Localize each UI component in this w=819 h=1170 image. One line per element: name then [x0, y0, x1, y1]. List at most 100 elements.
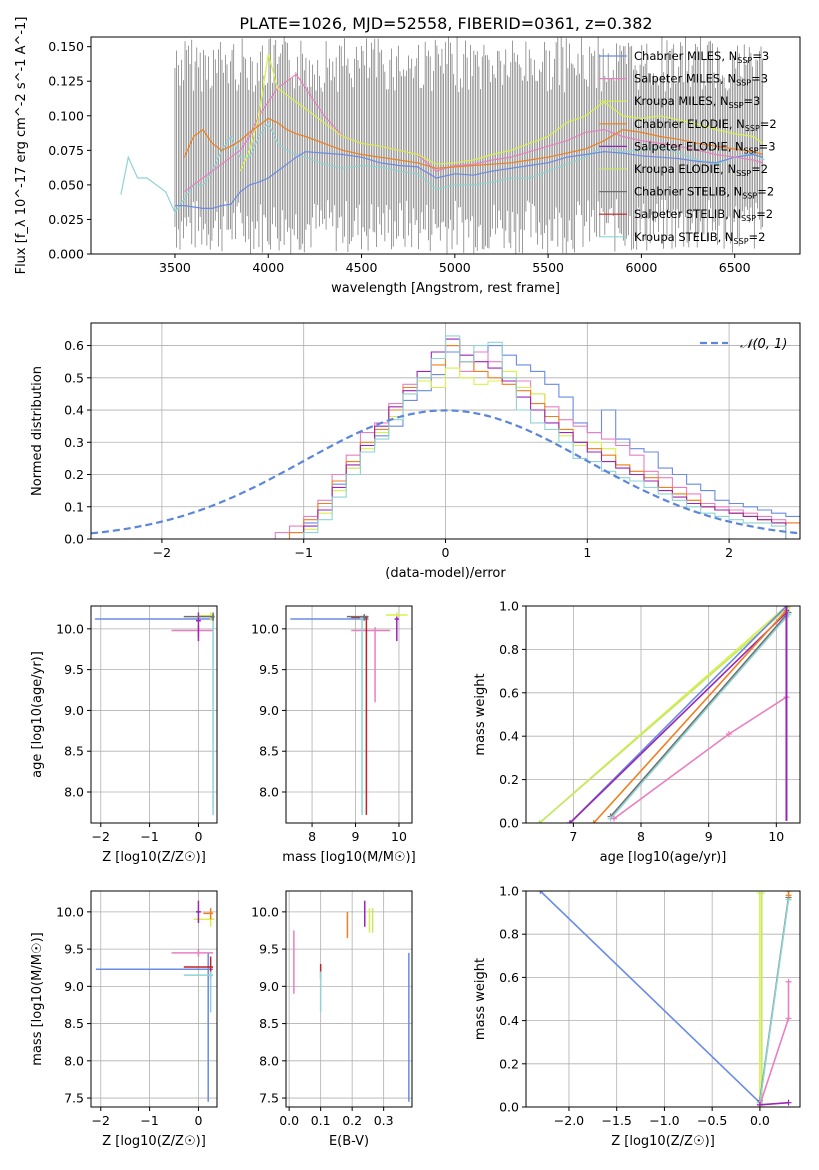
y-tick-label: 0.4 — [499, 729, 519, 744]
x-tick-label: 2 — [725, 545, 733, 560]
spectrum-line — [120, 121, 765, 214]
axes-frame-layer: −2 −1 0 8.0 8.5 9.0 9.5 10.0 Z [log10(Z/Z☉)] age … — [30, 605, 218, 865]
y-tick-label: 9.5 — [259, 942, 279, 957]
y-tick-label: 0.6 — [499, 685, 519, 700]
y-tick-label: 0.2 — [499, 1056, 519, 1071]
x-axis-label: wavelength [Angstrom, rest frame] — [331, 281, 560, 296]
x-tick-label: 9 — [705, 829, 713, 844]
y-tick-label: 0.4 — [64, 403, 84, 418]
axes-frame — [90, 36, 801, 255]
series-line — [569, 611, 788, 823]
axes-frame — [90, 890, 218, 1108]
legend-label: Salpeter ELODIE, NSSP=3 — [634, 139, 776, 155]
data-layer — [120, 37, 765, 254]
series-line — [609, 611, 790, 818]
series-line — [538, 606, 791, 823]
axes-frame — [525, 890, 801, 1108]
x-tick-label: 6000 — [626, 260, 658, 275]
y-axis-label: Normed distribution — [30, 366, 45, 496]
legend-label: Kroupa STELIB, NSSP=2 — [634, 230, 765, 246]
spectrum-line — [239, 53, 764, 172]
x-tick-label: 0 — [194, 829, 202, 844]
y-tick-label: 0.5 — [64, 370, 84, 385]
series-marker — [590, 820, 597, 823]
y-tick-label: 8.5 — [259, 744, 279, 759]
y-tick-label: 8.5 — [64, 1016, 84, 1031]
x-tick-label: −0.5 — [697, 1113, 727, 1128]
axes-frame-layer: −2.0 −1.5 −1.0 −0.5 0.0 0.0 0.2 0.4 0.6 0.8 1.0 Z [… — [473, 884, 801, 1149]
x-tick-label: 7 — [569, 829, 577, 844]
y-tick-label: 10.0 — [56, 904, 84, 919]
y-tick-label: 9.5 — [259, 662, 279, 677]
y-tick-label: 0.2 — [64, 467, 84, 482]
y-tick-label: 0.3 — [64, 435, 84, 450]
x-tick-label: 3500 — [159, 260, 191, 275]
histogram-step — [303, 335, 787, 539]
x-tick-label: 1 — [583, 545, 591, 560]
y-tick-label: 0.000 — [48, 247, 84, 262]
y-tick-label: 8.0 — [259, 785, 279, 800]
y-tick-label: 0.6 — [64, 338, 84, 353]
x-tick-label: 0.2 — [342, 1113, 362, 1128]
data-layer — [95, 900, 215, 1102]
data-layer — [94, 612, 215, 815]
y-tick-label: 9.5 — [64, 662, 84, 677]
axes-frame-layer: −2 −1 0 1 2 0.0 0.1 0.2 0.3 0.4 0.5 0.6 (data-model)… — [30, 322, 801, 581]
series-line — [759, 1101, 789, 1106]
panel-weight_vs_z: −2.0 −1.5 −1.0 −0.5 0.0 0.0 0.2 0.4 0.6 0.8 1.0 Z [… — [473, 884, 801, 1149]
legend-label: Salpeter STELIB, NSSP=2 — [634, 207, 773, 223]
normal-curve — [91, 409, 800, 535]
axes-frame-layer: 8 9 10 8.0 8.5 9.0 9.5 10.0 mass [log10(M/M☉)] — [251, 605, 416, 865]
y-tick-label: 0.125 — [48, 74, 84, 89]
x-tick-label: 0.0 — [279, 1113, 299, 1128]
x-tick-label: −1 — [140, 1113, 158, 1128]
y-tick-label: 0.1 — [64, 499, 84, 514]
series-line — [539, 891, 761, 1104]
y-axis-label: mass weight — [473, 958, 488, 1040]
y-tick-label: 8.5 — [64, 744, 84, 759]
x-tick-label: −1.0 — [649, 1113, 679, 1128]
x-tick-label: 10 — [391, 829, 407, 844]
panel-spectrum: 3500 4000 4500 5000 5500 6000 6500 0.000 0.025 0.… — [14, 17, 801, 296]
y-tick-label: 0.8 — [499, 927, 519, 942]
axes-frame-layer: 3500 4000 4500 5000 5500 6000 6500 0.000 0.025 0.… — [14, 17, 801, 296]
y-tick-label: 0.150 — [48, 39, 84, 54]
panel-age_vs_z: −2 −1 0 8.0 8.5 9.0 9.5 10.0 Z [log10(Z/Z☉)] age … — [30, 605, 218, 865]
series-marker — [536, 820, 543, 823]
x-tick-label: 8 — [308, 829, 316, 844]
series-marker — [566, 820, 573, 823]
y-tick-label: 0.0 — [499, 816, 519, 831]
data-layer — [537, 891, 792, 1107]
y-tick-label: 0.100 — [48, 108, 84, 123]
x-axis-label: age [log10(age/yr)] — [600, 850, 727, 865]
y-axis-label: age [log10(age/yr)] — [30, 651, 45, 778]
y-tick-label: 0.8 — [499, 642, 519, 657]
y-tick-label: 8.5 — [259, 1016, 279, 1031]
x-tick-label: 6500 — [719, 260, 751, 275]
axes-frame-layer: 0.0 0.1 0.2 0.3 7.5 8.0 8.5 9.0 9.5 10.0 E(B-V) — [251, 890, 413, 1149]
x-tick-label: 0.3 — [374, 1113, 394, 1128]
series-marker — [610, 815, 617, 822]
series-marker — [785, 978, 792, 985]
y-tick-label: 7.5 — [259, 1091, 279, 1106]
y-tick-label: 8.0 — [64, 785, 84, 800]
series-marker — [785, 1015, 792, 1022]
legend-label: Kroupa MILES, NSSP=3 — [634, 94, 760, 110]
panel-age_vs_mass: 8 9 10 8.0 8.5 9.0 9.5 10.0 mass [log10(M/M☉)] — [251, 605, 416, 865]
x-axis-label: Z [log10(Z/Z☉)] — [102, 850, 206, 865]
spectrum-line — [183, 117, 763, 169]
legend-label: Chabrier STELIB, NSSP=2 — [634, 185, 774, 201]
series-marker — [786, 606, 793, 609]
y-tick-label: 8.0 — [64, 1053, 84, 1068]
y-axis-label: mass [log10(M/M☉)] — [30, 932, 45, 1065]
y-tick-label: 0.075 — [48, 143, 84, 158]
x-axis-label: (data-model)/error — [385, 566, 506, 581]
x-tick-label: −2 — [92, 829, 110, 844]
x-tick-label: 0.0 — [750, 1113, 770, 1128]
axes-frame — [285, 605, 413, 824]
x-tick-label: 4500 — [346, 260, 378, 275]
data-layer — [536, 606, 793, 823]
data-layer — [91, 335, 800, 539]
series-line — [609, 614, 790, 820]
